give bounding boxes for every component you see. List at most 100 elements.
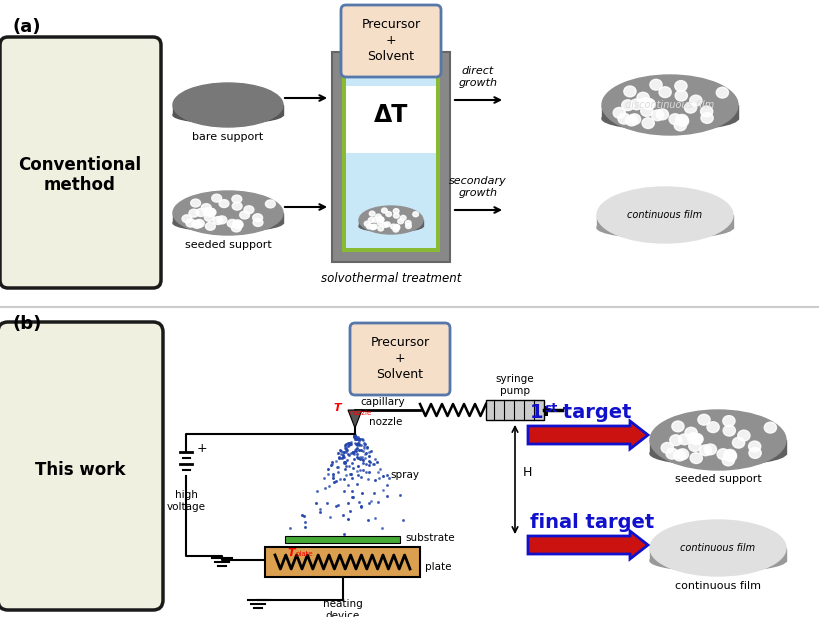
Ellipse shape	[191, 199, 201, 207]
Ellipse shape	[253, 213, 263, 222]
Ellipse shape	[631, 99, 643, 110]
Ellipse shape	[359, 221, 423, 231]
Text: nozzle: nozzle	[369, 417, 402, 427]
Ellipse shape	[690, 453, 703, 463]
Text: continuous film: continuous film	[681, 543, 756, 553]
Ellipse shape	[173, 191, 283, 235]
Ellipse shape	[602, 107, 738, 130]
Ellipse shape	[370, 225, 376, 230]
Text: direct
growth: direct growth	[459, 67, 497, 88]
Ellipse shape	[186, 219, 196, 227]
Ellipse shape	[704, 444, 717, 455]
Ellipse shape	[232, 195, 242, 203]
Ellipse shape	[618, 114, 631, 124]
Ellipse shape	[203, 208, 213, 215]
Ellipse shape	[749, 441, 761, 452]
Ellipse shape	[196, 209, 206, 217]
Text: nozzle: nozzle	[349, 410, 371, 416]
Ellipse shape	[650, 80, 662, 90]
Ellipse shape	[650, 410, 786, 470]
Ellipse shape	[385, 222, 391, 227]
Bar	[602, 105, 738, 118]
Text: high
voltage: high voltage	[166, 490, 206, 511]
Ellipse shape	[597, 217, 733, 238]
Ellipse shape	[227, 220, 238, 227]
Polygon shape	[348, 410, 362, 428]
Ellipse shape	[707, 422, 719, 433]
Ellipse shape	[674, 120, 686, 131]
Ellipse shape	[206, 209, 216, 217]
Ellipse shape	[643, 99, 655, 109]
Ellipse shape	[194, 220, 204, 228]
Ellipse shape	[685, 102, 697, 113]
Ellipse shape	[642, 118, 654, 128]
FancyBboxPatch shape	[350, 323, 450, 395]
Ellipse shape	[640, 106, 653, 117]
Ellipse shape	[219, 200, 229, 207]
Text: target: target	[556, 404, 631, 423]
Text: final target: final target	[530, 513, 654, 532]
Ellipse shape	[700, 106, 713, 117]
Ellipse shape	[173, 107, 283, 123]
Bar	[265, 547, 420, 577]
Ellipse shape	[675, 81, 687, 91]
Ellipse shape	[393, 213, 399, 218]
Ellipse shape	[691, 434, 704, 444]
Ellipse shape	[405, 220, 411, 226]
Text: (a): (a)	[12, 18, 40, 36]
Bar	[173, 213, 283, 223]
Ellipse shape	[690, 434, 702, 444]
Bar	[285, 536, 400, 543]
Ellipse shape	[386, 212, 391, 217]
Ellipse shape	[373, 217, 378, 222]
Ellipse shape	[369, 211, 375, 216]
Bar	[346, 30, 354, 44]
Ellipse shape	[675, 90, 687, 101]
Ellipse shape	[393, 227, 399, 232]
FancyBboxPatch shape	[0, 37, 161, 288]
Bar	[332, 52, 450, 262]
Text: Precursor
+
Solvent: Precursor + Solvent	[361, 19, 421, 64]
Text: spray: spray	[390, 470, 419, 480]
Ellipse shape	[212, 194, 222, 202]
Ellipse shape	[676, 116, 689, 126]
Ellipse shape	[369, 218, 374, 223]
Ellipse shape	[217, 216, 227, 224]
Bar	[650, 548, 786, 561]
Text: plate: plate	[425, 562, 451, 572]
Ellipse shape	[678, 434, 690, 445]
Text: secondary
growth: secondary growth	[449, 176, 507, 198]
Ellipse shape	[378, 226, 383, 231]
Ellipse shape	[378, 217, 383, 222]
Ellipse shape	[656, 109, 668, 120]
Ellipse shape	[405, 223, 411, 228]
Bar	[346, 61, 436, 248]
Ellipse shape	[637, 93, 649, 103]
Ellipse shape	[669, 114, 681, 125]
Ellipse shape	[666, 449, 678, 459]
Ellipse shape	[240, 211, 250, 219]
Text: ΔT: ΔT	[373, 103, 408, 127]
Bar	[544, 406, 548, 416]
Bar	[359, 220, 423, 226]
Bar	[173, 105, 283, 115]
Text: discontinuous film: discontinuous film	[626, 100, 715, 110]
Ellipse shape	[650, 550, 786, 571]
FancyBboxPatch shape	[0, 322, 163, 610]
Ellipse shape	[201, 204, 211, 212]
Ellipse shape	[182, 215, 192, 223]
Ellipse shape	[676, 114, 688, 125]
Ellipse shape	[233, 220, 242, 228]
Ellipse shape	[377, 217, 382, 222]
Ellipse shape	[173, 83, 283, 127]
Ellipse shape	[701, 112, 713, 123]
Bar	[387, 30, 395, 44]
Bar	[486, 400, 544, 420]
Bar	[342, 57, 440, 252]
Ellipse shape	[626, 115, 638, 126]
Text: solvothermal treatment: solvothermal treatment	[321, 272, 461, 285]
Ellipse shape	[375, 214, 381, 219]
Text: bare support: bare support	[192, 132, 264, 142]
Ellipse shape	[717, 87, 728, 98]
Text: syringe
pump: syringe pump	[495, 375, 534, 396]
